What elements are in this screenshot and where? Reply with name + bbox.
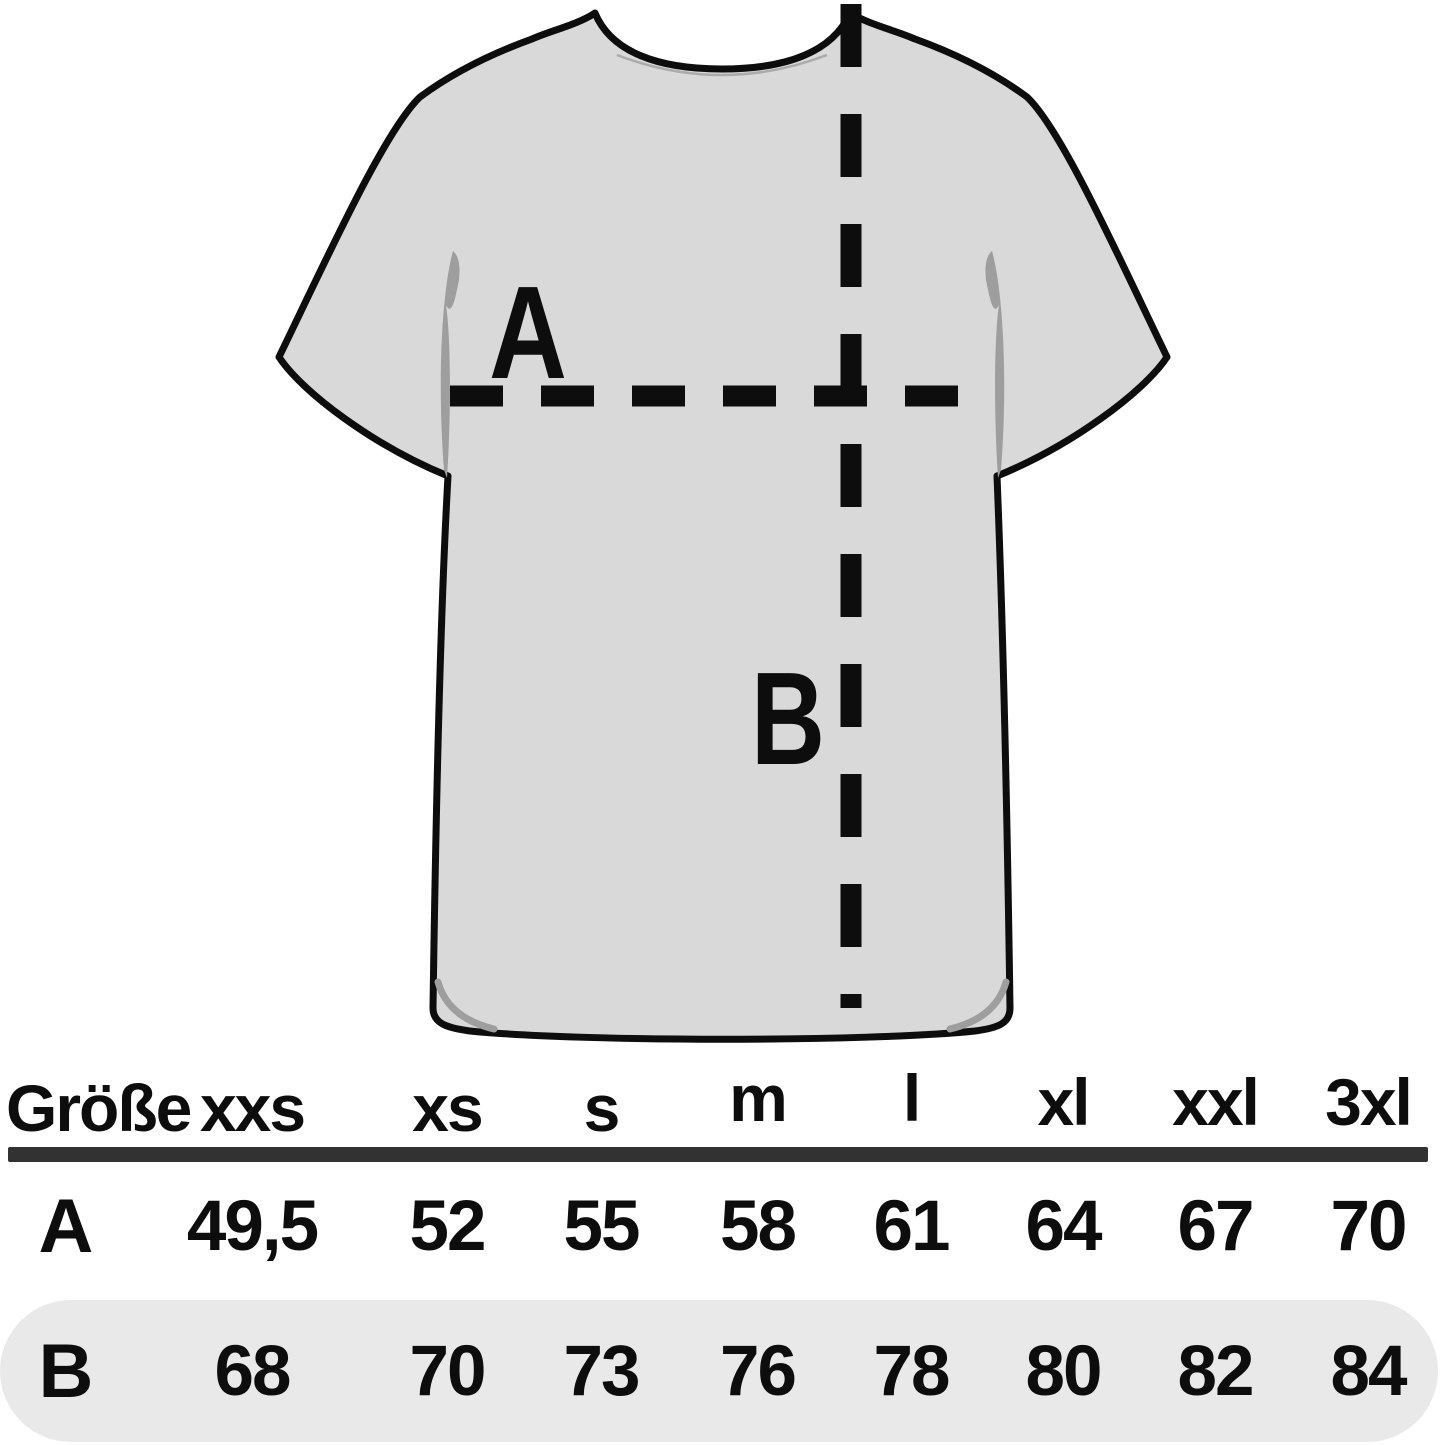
header-size-s: s (583, 1071, 621, 1145)
table-row-b: B 68 70 73 76 78 80 82 84 (0, 1300, 1438, 1442)
collar-seam (616, 53, 828, 77)
tshirt-diagram: A B (275, 4, 1171, 1043)
row-b-value-l: 78 (873, 1331, 951, 1411)
size-table: Größe xxs xs s m l xl xxl 3xl A 49,5 52 … (0, 1050, 1445, 1442)
header-divider (8, 1147, 1428, 1162)
left-sleeve-seam (440, 251, 460, 478)
row-b-value-xs: 70 (409, 1331, 487, 1411)
header-size-label: Größe (6, 1071, 192, 1145)
row-a-value-xxs: 49,5 (186, 1186, 319, 1266)
header-size-xs: xs (412, 1071, 483, 1145)
row-b-value-xxs: 68 (214, 1331, 292, 1411)
row-a-value-xs: 52 (409, 1186, 487, 1266)
row-a-value-xl: 64 (1025, 1186, 1103, 1266)
size-table-header: Größe xxs xs s m l xl xxl 3xl (0, 1050, 1445, 1147)
row-b-value-m: 76 (720, 1331, 797, 1411)
row-b-value-s: 73 (563, 1331, 641, 1411)
header-size-m: m (729, 1061, 788, 1135)
row-a-value-xxl: 67 (1177, 1186, 1255, 1266)
header-size-xxl: xxl (1172, 1065, 1260, 1139)
table-row-a: A 49,5 52 55 58 61 64 67 70 (0, 1171, 1445, 1281)
row-a-value-l: 61 (873, 1186, 951, 1266)
tshirt-outline (275, 9, 1171, 1043)
header-size-3xl: 3xl (1325, 1065, 1413, 1139)
row-b-label: B (38, 1328, 94, 1414)
row-a-value-m: 58 (720, 1186, 797, 1266)
header-size-xl: xl (1037, 1065, 1090, 1139)
hem-shadow-left (434, 978, 498, 1033)
length-marker-letter: B (751, 645, 825, 792)
hem-shadow-right (946, 978, 1010, 1033)
width-marker-letter: A (489, 259, 567, 406)
row-b-value-xxl: 82 (1177, 1331, 1255, 1411)
header-size-l: l (902, 1061, 921, 1135)
row-a-label: A (38, 1183, 94, 1269)
row-b-value-3xl: 84 (1330, 1331, 1408, 1411)
right-sleeve-seam (985, 251, 1005, 478)
row-a-value-3xl: 70 (1330, 1186, 1408, 1266)
row-b-value-xl: 80 (1025, 1331, 1103, 1411)
row-a-value-s: 55 (563, 1186, 641, 1266)
header-size-xxs: xxs (199, 1071, 306, 1145)
